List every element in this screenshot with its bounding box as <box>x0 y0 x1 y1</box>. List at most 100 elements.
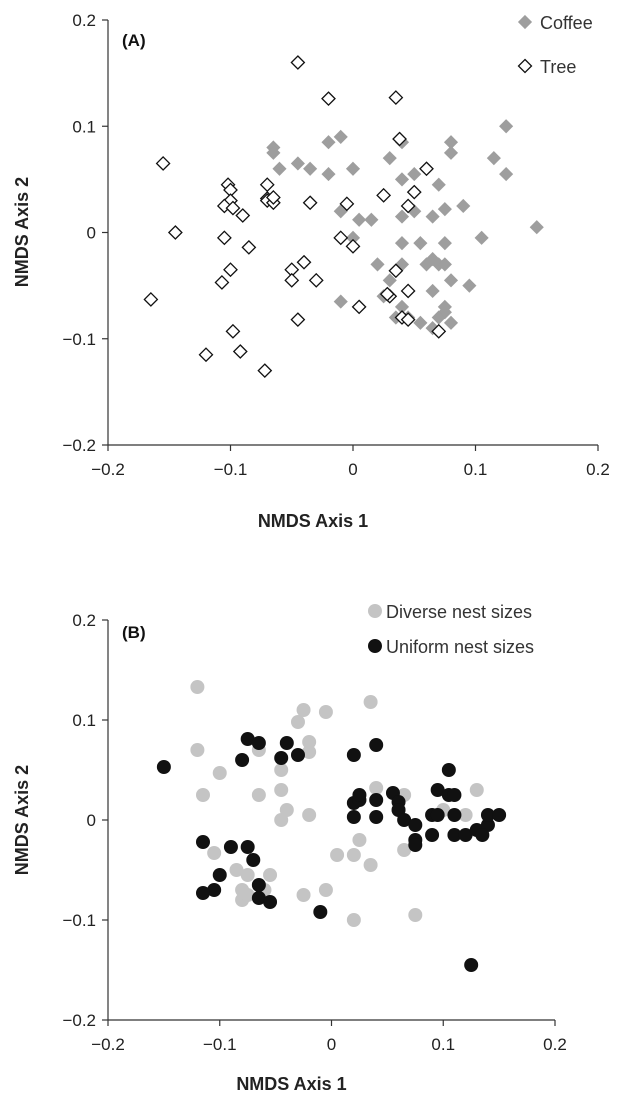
data-point <box>214 275 230 290</box>
data-point <box>195 788 210 802</box>
data-point <box>195 835 210 849</box>
y-tick-label: 0.2 <box>72 11 96 30</box>
data-point <box>397 813 412 827</box>
data-point <box>346 848 361 862</box>
data-point <box>223 840 238 854</box>
data-point <box>190 743 205 757</box>
data-point <box>251 736 266 750</box>
x-axis-label: NMDS Axis 1 <box>236 1074 346 1094</box>
data-point <box>274 751 289 765</box>
data-point <box>318 705 333 719</box>
data-point <box>406 184 422 200</box>
legend-marker <box>517 14 533 30</box>
data-point <box>458 828 473 842</box>
data-point <box>352 788 367 802</box>
data-point <box>369 781 384 795</box>
y-tick-label: −0.1 <box>62 330 96 349</box>
data-point <box>266 145 281 160</box>
data-point <box>263 868 278 882</box>
data-point <box>302 195 318 211</box>
x-tick-label: −0.2 <box>91 460 125 479</box>
y-tick-label: 0.1 <box>72 711 96 730</box>
data-point <box>156 760 171 774</box>
data-point <box>346 810 361 824</box>
data-point <box>346 748 361 762</box>
series-coffee <box>266 119 544 336</box>
data-point <box>321 135 336 150</box>
data-point <box>229 863 244 877</box>
data-point <box>499 166 514 182</box>
data-point <box>235 208 251 223</box>
data-point <box>369 810 384 824</box>
x-tick-label: −0.1 <box>214 460 248 479</box>
data-point <box>198 347 214 363</box>
data-point <box>251 878 266 892</box>
data-point <box>352 833 367 847</box>
data-point <box>388 90 404 105</box>
data-point <box>486 151 501 166</box>
data-point <box>345 161 361 176</box>
x-tick-label: 0.2 <box>543 1035 567 1054</box>
data-point <box>408 838 423 852</box>
panel-label: (A) <box>122 31 146 50</box>
data-point <box>259 177 275 193</box>
legend-marker <box>517 58 533 74</box>
data-point <box>225 323 241 339</box>
data-point <box>321 166 336 182</box>
data-point <box>456 198 471 214</box>
legend-label: Diverse nest sizes <box>386 602 532 622</box>
data-point <box>167 225 183 240</box>
data-point <box>397 843 412 857</box>
x-tick-label: 0 <box>348 460 357 479</box>
data-point <box>155 156 171 171</box>
data-point <box>302 745 317 759</box>
panel-a: −0.2 −0.1 0 0.1 0.2 −0.2 −0.1 0 0.1 0.2 NMDS Axis … <box>12 11 610 531</box>
data-point <box>296 703 311 717</box>
data-point <box>437 236 452 251</box>
data-point <box>369 793 384 807</box>
data-point <box>443 273 459 288</box>
data-point <box>308 272 324 288</box>
data-point <box>464 958 479 972</box>
data-point <box>363 695 378 709</box>
data-point <box>382 273 397 288</box>
y-tick-label: −0.1 <box>62 911 96 930</box>
data-point <box>407 166 422 182</box>
data-point <box>469 783 484 797</box>
data-point <box>232 344 248 359</box>
data-point <box>246 853 261 867</box>
data-point <box>437 202 452 217</box>
data-point <box>351 299 367 315</box>
y-axis-label: NMDS Axis 2 <box>12 765 32 875</box>
data-point <box>303 161 318 176</box>
data-point <box>462 278 477 293</box>
series-uniform-nest-sizes <box>156 732 507 972</box>
data-point <box>363 858 378 872</box>
data-point <box>274 783 289 797</box>
data-point <box>400 283 416 299</box>
series-diverse-nest-sizes <box>190 680 484 927</box>
series-tree <box>143 55 447 379</box>
x-tick-label: 0.2 <box>586 460 610 479</box>
legend-label: Tree <box>540 57 576 77</box>
x-tick-label: 0.1 <box>464 460 488 479</box>
data-point <box>499 119 514 134</box>
panel-label: (B) <box>122 623 146 642</box>
data-point <box>241 239 257 255</box>
legend-marker <box>368 604 382 618</box>
data-point <box>447 828 462 842</box>
data-point <box>413 236 428 251</box>
data-point <box>345 238 361 254</box>
data-point <box>265 190 281 205</box>
data-point <box>274 813 289 827</box>
data-point <box>284 272 300 288</box>
data-point <box>430 808 445 822</box>
data-point <box>296 888 311 902</box>
data-point <box>443 315 459 330</box>
data-point <box>333 294 348 309</box>
data-point <box>240 732 255 746</box>
data-point <box>290 715 305 729</box>
data-point <box>529 220 544 235</box>
data-point <box>382 151 397 166</box>
data-point <box>207 883 222 897</box>
